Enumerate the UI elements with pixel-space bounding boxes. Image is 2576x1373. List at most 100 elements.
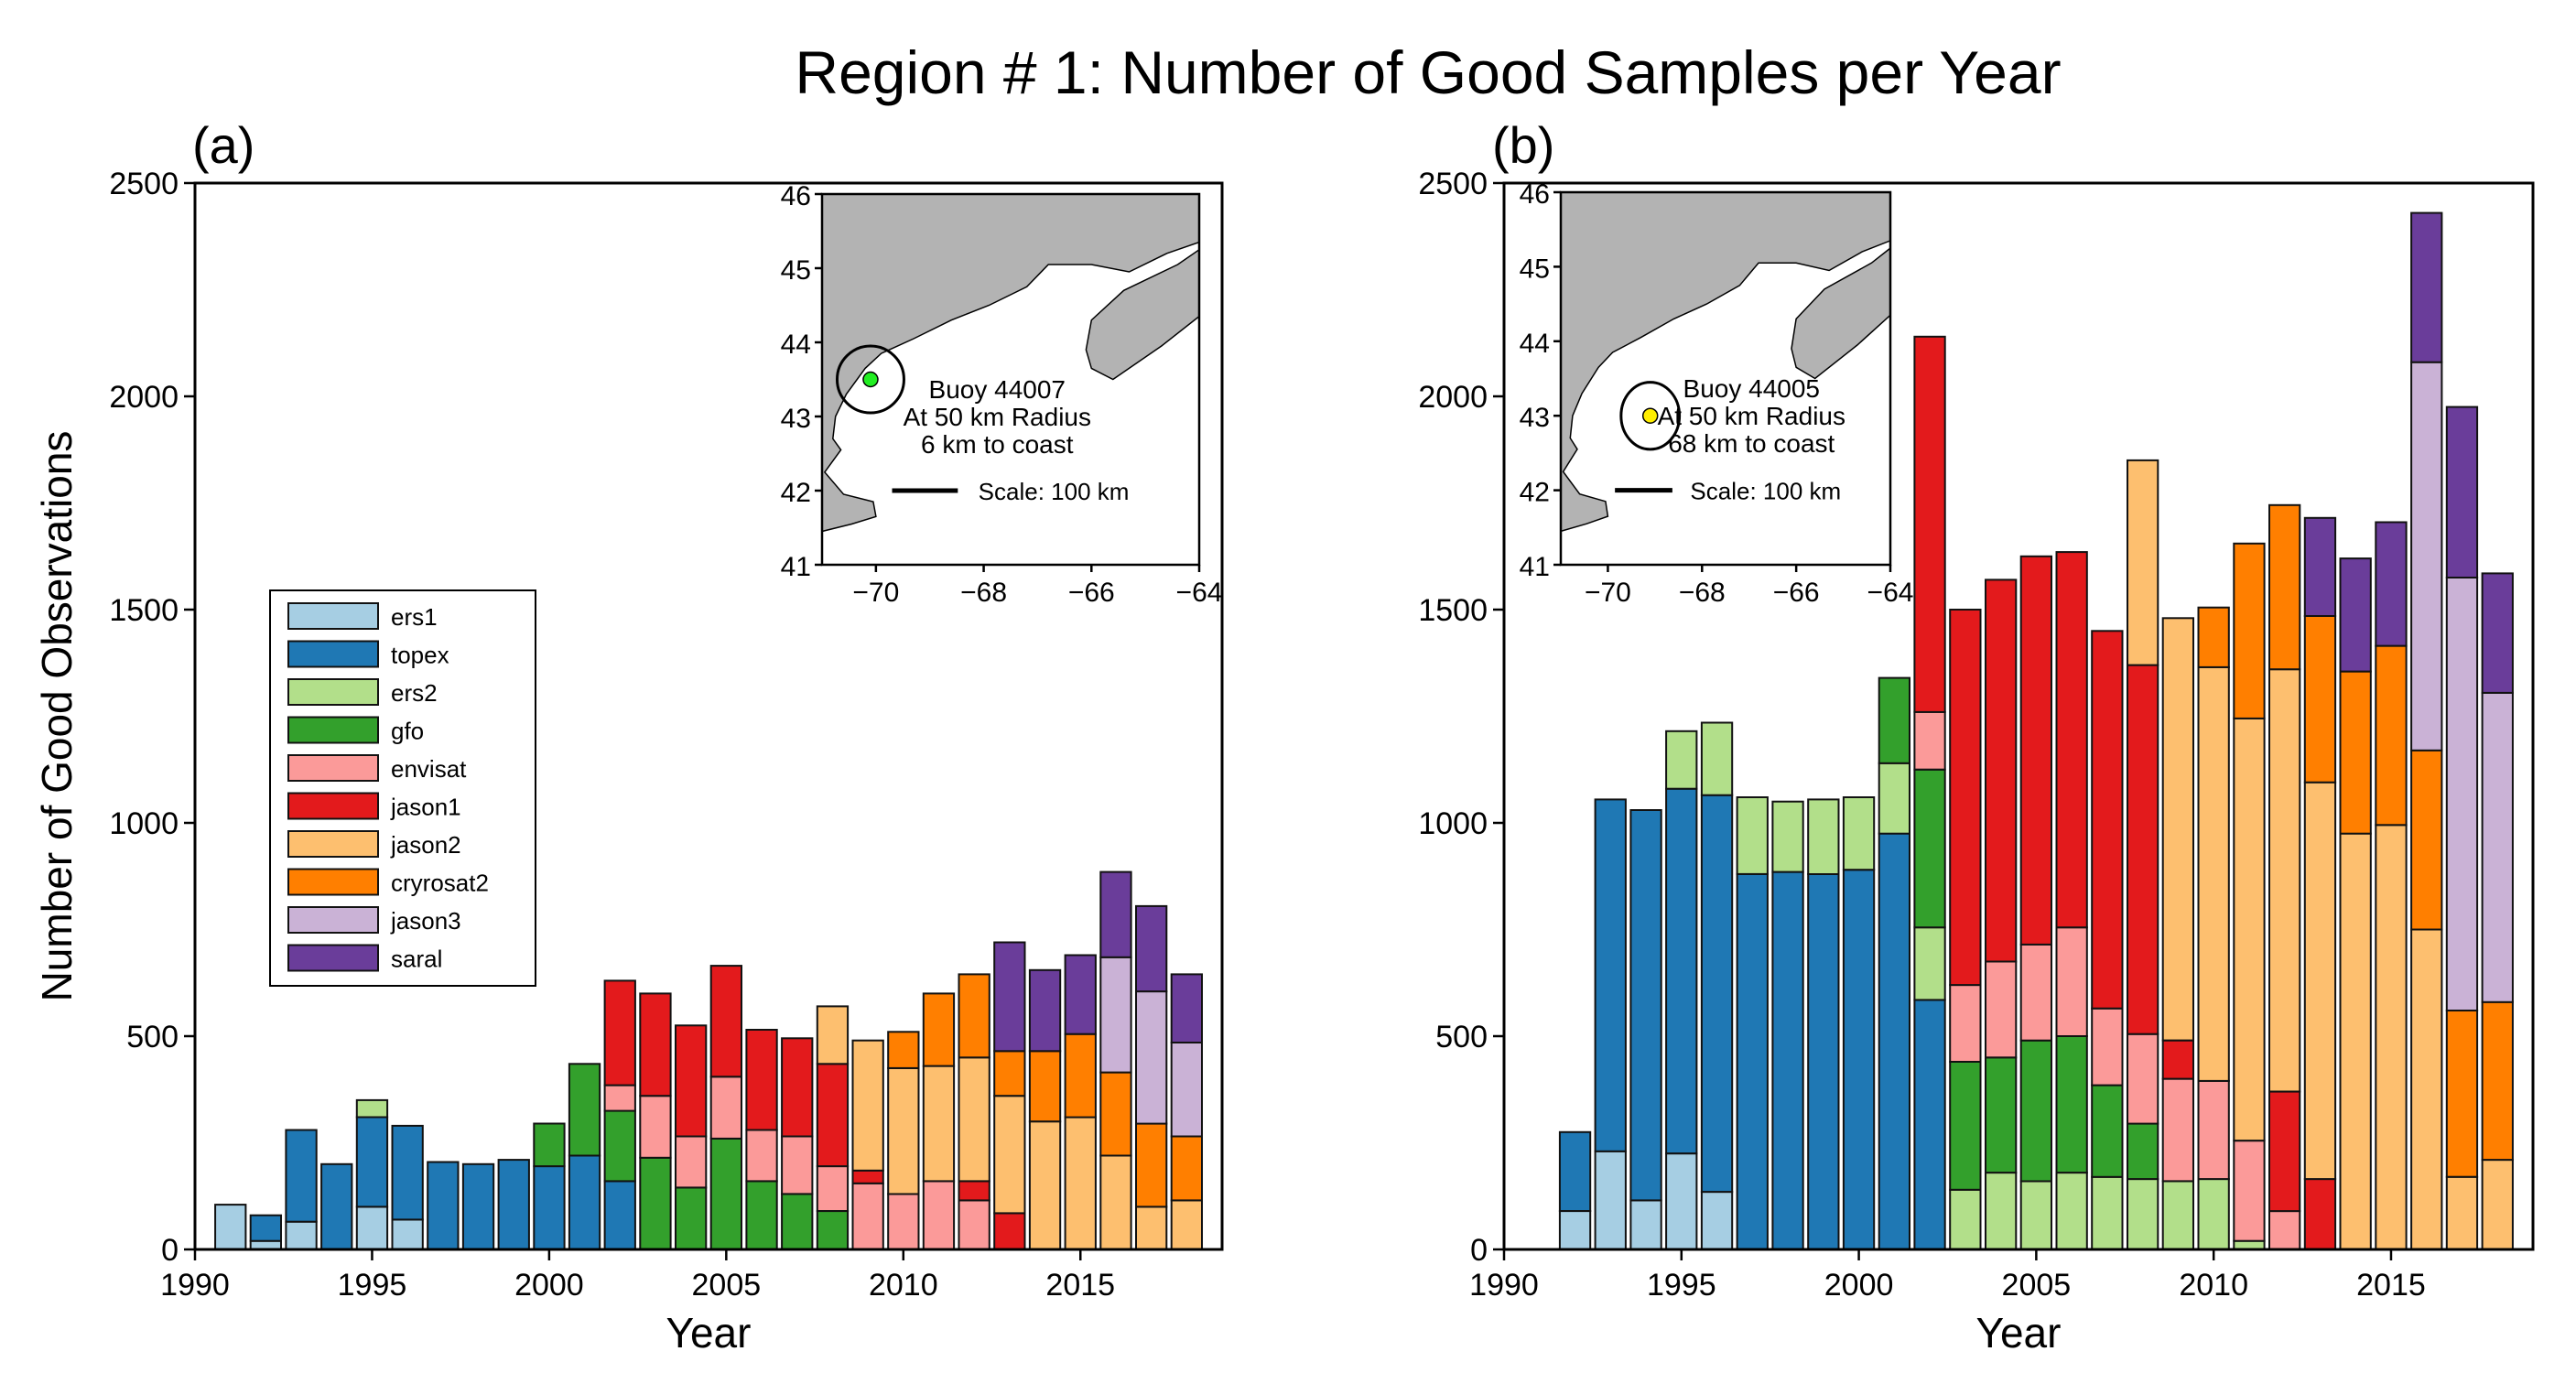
bar-ers2-2000	[1842, 796, 1876, 871]
bar-jason2-2013	[993, 1095, 1026, 1215]
inset-lon-label: −64	[1176, 578, 1223, 608]
legend-label-topex: topex	[391, 642, 449, 669]
bar-saral-2018	[2481, 572, 2514, 694]
bar-envisat-2010	[2197, 1079, 2230, 1181]
legend-label-envisat: envisat	[391, 755, 467, 783]
bar-jason1-2003	[639, 992, 672, 1097]
y-tick-label: 1000	[1418, 806, 1488, 841]
inset-lat-label: 44	[781, 330, 811, 360]
bar-cryrosat2-2014	[2339, 670, 2372, 835]
bar-cryrosat2-2010	[2197, 606, 2230, 668]
bar-topex-1993	[1594, 798, 1627, 1152]
bar-ers1-1992	[1558, 1210, 1592, 1250]
inset-scale-label: Scale: 100 km	[1690, 478, 1841, 505]
bar-jason2-2017	[2445, 1175, 2479, 1251]
inset-land-mainland	[1560, 191, 1891, 533]
bar-gfo-2002	[603, 1109, 636, 1183]
inset-text-line: At 50 km Radius	[1658, 402, 1845, 430]
bar-topex-2002	[603, 1180, 636, 1251]
bar-gfo-2001	[568, 1063, 601, 1157]
bar-envisat-2007	[2091, 1007, 2124, 1087]
legend: ers1 topex ers2 gfo envisat jason1 jason2 cryro…	[269, 589, 536, 987]
bar-topex-1996	[391, 1124, 424, 1221]
x-tick-label: 2005	[692, 1268, 762, 1303]
bar-jason3-2018	[1170, 1042, 1203, 1138]
legend-swatch-gfo	[287, 716, 379, 744]
bar-jason1-2005	[709, 965, 743, 1078]
bar-jason1-2007	[2091, 630, 2124, 1010]
bar-jason2-2013	[2303, 781, 2337, 1181]
bar-jason3-2016	[1099, 956, 1132, 1074]
bar-saral-2014	[2339, 557, 2372, 673]
bar-topex-1996	[1700, 794, 1734, 1194]
x-axis-label: Year	[666, 1309, 752, 1357]
inset-text-line: 6 km to coast	[921, 430, 1074, 459]
bar-cryrosat2-2018	[1170, 1135, 1203, 1202]
inset-lon-label: −68	[1679, 578, 1726, 608]
inset-scale-label: Scale: 100 km	[979, 478, 1130, 505]
x-axis-label: Year	[1976, 1309, 2062, 1357]
bar-cryrosat2-2015	[1064, 1032, 1097, 1119]
bar-cryrosat2-2012	[2268, 503, 2301, 671]
bar-envisat-2006	[745, 1129, 778, 1183]
bar-gfo-2004	[675, 1186, 708, 1251]
bar-ers1-1995	[355, 1205, 389, 1251]
bar-jason1-2012	[958, 1180, 990, 1202]
inset-text-line: Buoy 44007	[929, 375, 1066, 404]
bar-jason1-2009	[2161, 1039, 2194, 1080]
bar-gfo-2005	[709, 1137, 743, 1251]
bar-envisat-2011	[2233, 1140, 2266, 1242]
bar-envisat-2002	[1913, 710, 1946, 771]
bar-topex-1992	[249, 1214, 283, 1242]
bar-ers1-1993	[285, 1220, 318, 1250]
bar-jason2-2008	[2127, 459, 2159, 666]
bar-cryrosat2-2011	[922, 992, 956, 1067]
bar-jason2-2015	[1064, 1116, 1097, 1250]
bar-topex-2001	[568, 1154, 601, 1250]
bar-topex-1995	[1665, 787, 1698, 1155]
bar-envisat-2006	[2055, 926, 2088, 1038]
bar-saral-2015	[2375, 521, 2408, 647]
panel-label: (a)	[192, 116, 254, 174]
bar-gfo-2001	[1878, 676, 1910, 764]
inset-radius-circle	[1619, 381, 1682, 451]
bar-topex-1999	[497, 1159, 530, 1250]
legend-label-jason2: jason2	[390, 831, 461, 859]
bar-ers2-2002	[1913, 926, 1946, 1001]
bar-gfo-2008	[816, 1210, 850, 1250]
bar-ers2-1996	[1700, 721, 1734, 796]
panel-a: (a) 0 500 1000 1500 2000 2500 1990 1995 2000 2005 2…	[33, 116, 1224, 1357]
bar-ers2-2010	[2197, 1178, 2230, 1250]
bar-jason1-2013	[2303, 1178, 2337, 1250]
bar-jason1-2007	[781, 1037, 814, 1138]
y-tick-label: 1500	[1418, 593, 1488, 628]
bar-topex-1992	[1558, 1130, 1592, 1213]
bar-ers1-1995	[1665, 1152, 1698, 1250]
panel-label: (b)	[1492, 116, 1554, 174]
bar-envisat-2007	[781, 1135, 814, 1195]
bar-topex-1994	[320, 1162, 353, 1251]
bar-cryrosat2-2013	[993, 1050, 1026, 1097]
legend-swatch-topex	[287, 640, 379, 668]
bar-envisat-2004	[1985, 960, 2018, 1059]
bar-jason3-2016	[2410, 361, 2443, 751]
inset-land-nova-scotia	[1791, 246, 1891, 380]
inset-lat-label: 41	[1520, 552, 1550, 582]
bar-envisat-2008	[816, 1165, 850, 1212]
bar-cryrosat2-2018	[2481, 1000, 2514, 1162]
bar-jason2-2015	[2375, 824, 2408, 1250]
bar-topex-1997	[427, 1161, 460, 1250]
y-axis-label: Number of Good Observations	[33, 431, 81, 1002]
plot-frame	[193, 181, 1224, 1251]
bar-saral-2016	[1099, 870, 1132, 958]
x-tick-label: 2000	[1824, 1268, 1894, 1303]
x-tick-label: 1990	[160, 1268, 230, 1303]
bar-jason1-2005	[2019, 555, 2052, 946]
bar-gfo-2006	[2055, 1035, 2088, 1174]
legend-swatch-saral	[287, 944, 379, 972]
bar-gfo-2006	[745, 1180, 778, 1251]
inset-frame	[820, 192, 1201, 567]
inset-lat-label: 41	[781, 552, 811, 582]
bar-ers2-1998	[1771, 800, 1804, 873]
bar-jason2-2011	[922, 1065, 956, 1183]
